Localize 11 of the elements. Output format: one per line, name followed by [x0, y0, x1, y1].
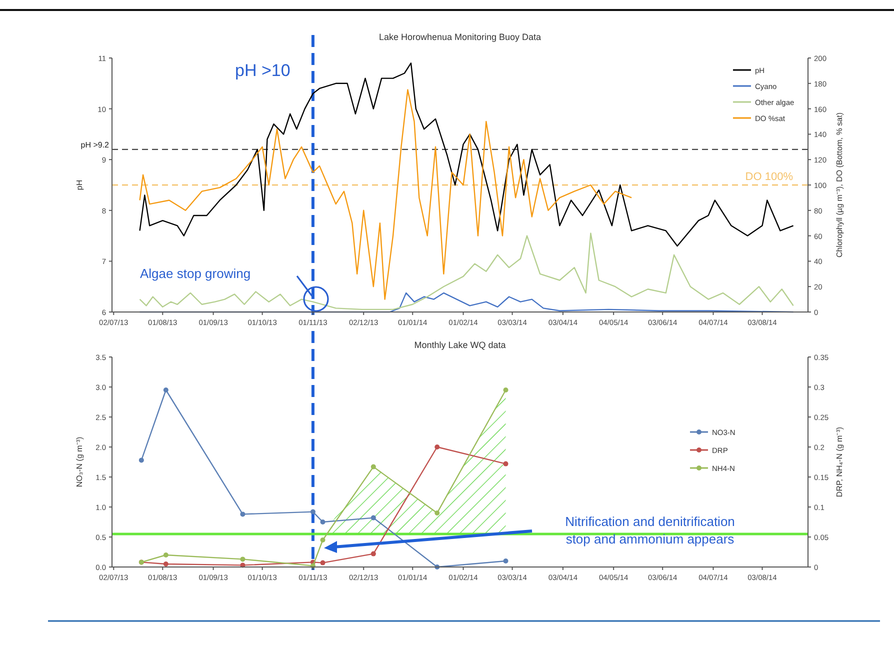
y-axis-title: NO₃-N (g m⁻³): [75, 436, 84, 488]
chart-title: Lake Horowhenua Monitoring Buoy Data: [378, 32, 542, 42]
y-axis-title: pH: [75, 180, 84, 190]
ref-line-label: DO 100%: [745, 171, 794, 183]
y2-axis-title: DRP, NH₄-N (g m⁻³): [835, 426, 844, 498]
y2-axis-title: Chlorophyll (µg m⁻³), DO (Bottom, % sat): [835, 112, 844, 258]
ref-line-label: pH >9.2: [80, 140, 110, 150]
annotation: pH >10: [235, 61, 290, 80]
annotation: Algae stop growing: [140, 266, 251, 281]
annotation: Nitrification and denitrification stop and ammonium appears: [565, 514, 735, 547]
chart-title: Monthly Lake WQ data: [414, 340, 506, 350]
